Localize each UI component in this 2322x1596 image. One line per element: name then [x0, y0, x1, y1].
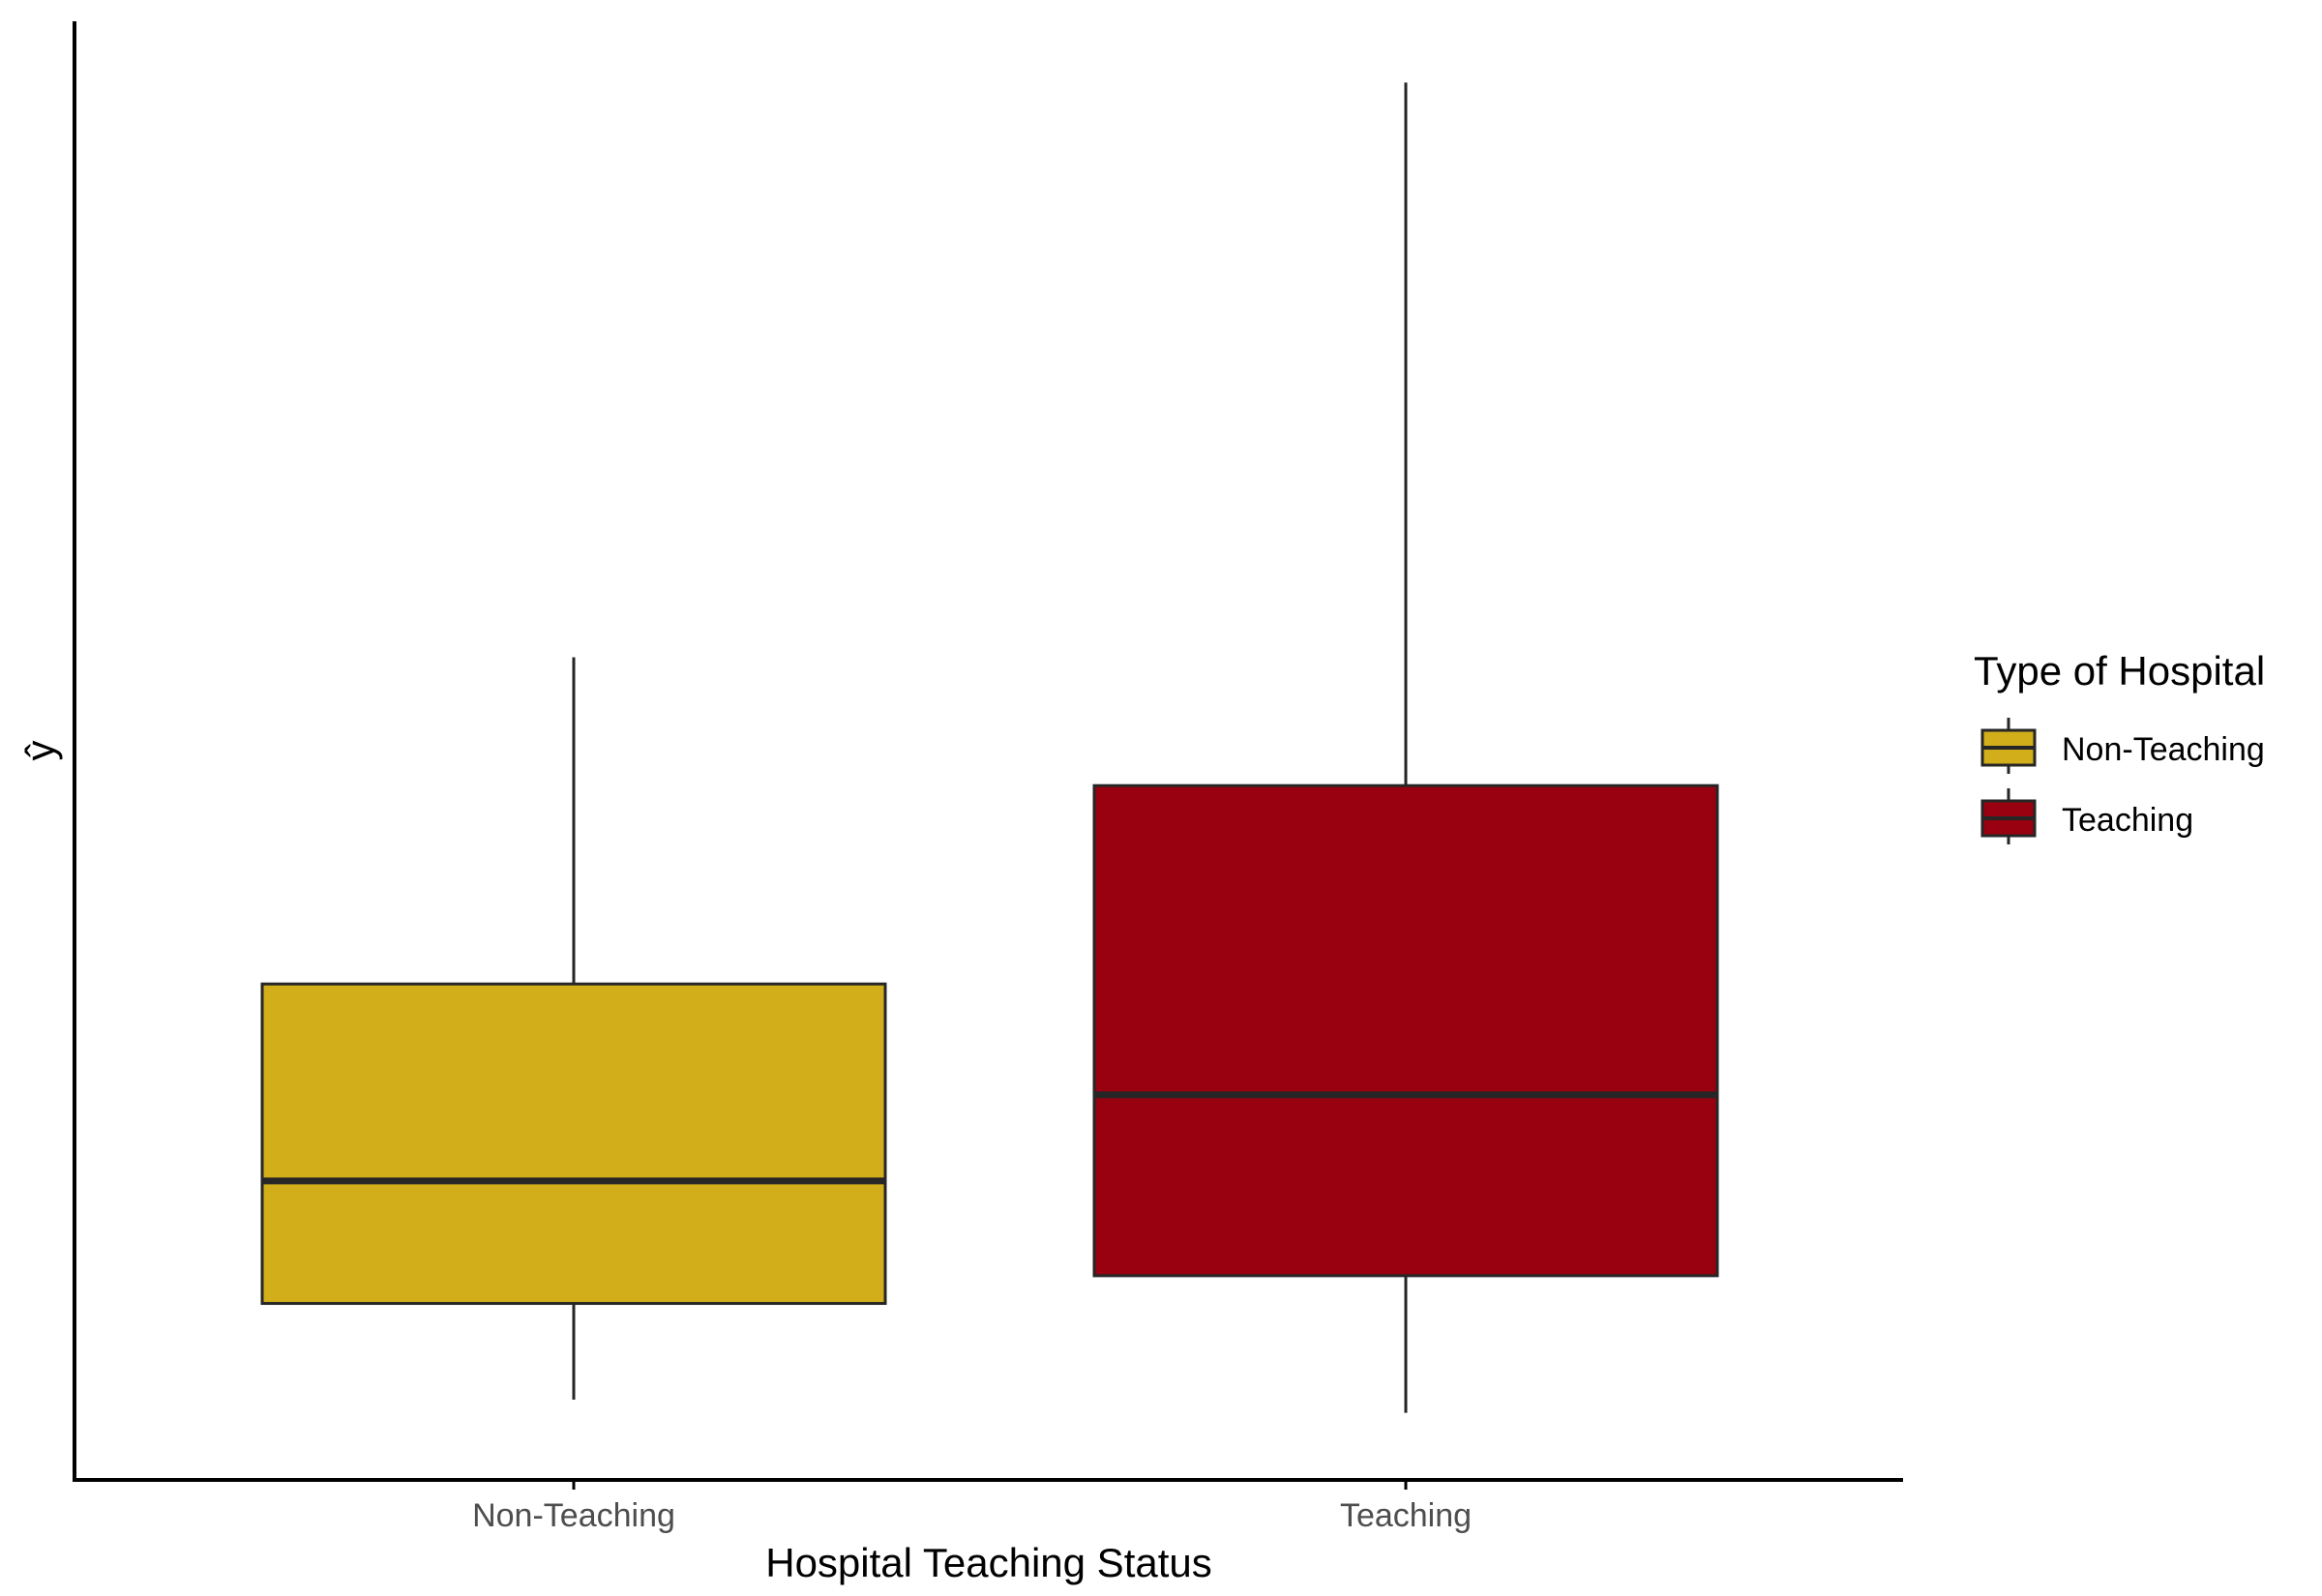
legend-item-teaching: Teaching	[1980, 788, 2193, 844]
legend: Type of Hospital Non-Teaching Teaching	[1974, 648, 2265, 844]
legend-title: Type of Hospital	[1974, 648, 2265, 694]
box-teaching	[1092, 783, 1719, 1278]
box-non-teaching	[260, 982, 887, 1306]
legend-label-teaching: Teaching	[2062, 802, 2193, 839]
x-tick-label-teaching: Teaching	[1340, 1497, 1472, 1534]
y-axis-title: ŷ	[17, 741, 63, 761]
legend-item-non-teaching: Non-Teaching	[1980, 718, 2265, 774]
x-tick-label-non-teaching: Non-Teaching	[472, 1497, 675, 1534]
legend-label-non-teaching: Non-Teaching	[2062, 731, 2265, 768]
box-layer	[260, 82, 1719, 1413]
x-axis-title: Hospital Teaching Status	[765, 1540, 1212, 1585]
